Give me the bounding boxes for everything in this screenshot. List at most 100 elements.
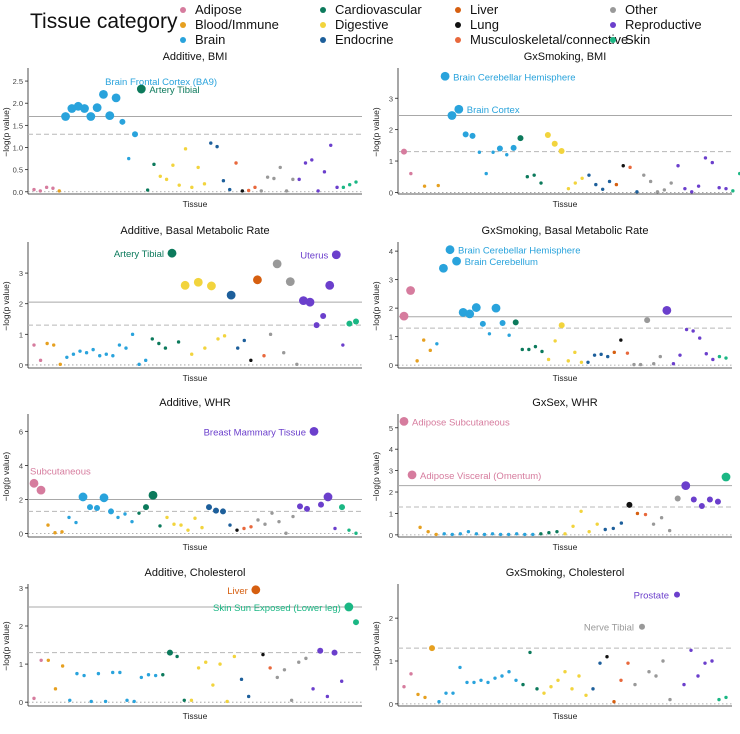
- point-label: Brain Cerebellar Hemisphere: [458, 246, 581, 257]
- legend-label: Brain: [195, 32, 226, 47]
- data-point: [691, 329, 695, 333]
- data-point: [698, 502, 705, 509]
- data-point: [209, 141, 213, 145]
- data-point: [45, 341, 49, 346]
- data-point: [652, 362, 656, 366]
- y-tick-label: 2: [19, 300, 23, 309]
- panel-gxsmoking-bmi: GxSmoking, BMI 0 1 2 3 Brain Cerebellar Hemis…: [371, 51, 740, 209]
- legend-swatch: [180, 21, 186, 28]
- panel-additive-bmr: Additive, Basal Metabolic Rate 0 1 2 3 Artery…: [1, 225, 362, 383]
- data-point: [228, 187, 232, 192]
- data-point: [539, 532, 543, 536]
- legend-title: Tissue category: [30, 10, 178, 33]
- data-point: [353, 619, 359, 626]
- data-point: [465, 309, 475, 319]
- y-tick-label: 2: [389, 614, 393, 623]
- data-point: [172, 522, 176, 526]
- y-tick-label: 1.5: [13, 121, 23, 130]
- data-point: [234, 161, 238, 165]
- data-point: [32, 343, 36, 347]
- y-axis-label: −log(p value): [1, 281, 11, 331]
- data-point: [171, 163, 175, 167]
- data-point: [262, 354, 266, 358]
- point-label: Prostate: [634, 591, 669, 602]
- point-label: Artery Tibial: [114, 249, 164, 260]
- legend-label: Other: [625, 2, 658, 17]
- data-point: [108, 508, 114, 515]
- data-point: [555, 529, 559, 534]
- x-axis-label: Tissue: [183, 373, 208, 383]
- data-point: [164, 177, 169, 182]
- data-point: [549, 685, 553, 689]
- data-point: [268, 332, 273, 337]
- data-point: [146, 673, 151, 677]
- y-tick-label: 1: [19, 330, 23, 339]
- data-point: [310, 158, 314, 162]
- data-point: [57, 189, 61, 193]
- data-point: [176, 340, 181, 344]
- data-point: [331, 649, 338, 656]
- y-tick-label: 2: [389, 488, 393, 497]
- data-point: [491, 303, 501, 313]
- data-point: [647, 670, 651, 674]
- data-point: [186, 528, 190, 532]
- data-point: [179, 523, 183, 527]
- legend-swatch: [455, 6, 461, 13]
- data-point: [626, 661, 630, 665]
- data-point: [717, 697, 721, 702]
- data-point: [490, 532, 495, 536]
- data-point: [678, 353, 682, 357]
- data-point: [667, 528, 672, 533]
- data-point: [78, 492, 88, 502]
- data-point: [625, 351, 630, 355]
- point-label: Brain Cortex: [467, 105, 520, 116]
- point-label: Liver: [227, 586, 248, 597]
- point-label: Subcutaneous: [30, 466, 91, 477]
- data-point: [137, 362, 141, 367]
- data-point: [36, 485, 46, 495]
- legend-item: Musculoskeletal/connective: [455, 32, 628, 47]
- data-point: [150, 337, 154, 341]
- data-point: [123, 512, 127, 516]
- data-point: [450, 532, 454, 537]
- data-point: [347, 528, 351, 532]
- data-point: [99, 493, 109, 503]
- data-point: [462, 131, 469, 138]
- data-point: [696, 674, 700, 678]
- data-point: [600, 187, 605, 191]
- data-point: [354, 180, 358, 184]
- data-point: [253, 185, 257, 190]
- data-point: [339, 679, 344, 683]
- data-point: [183, 147, 188, 151]
- legend-label: Reproductive: [625, 17, 702, 32]
- y-tick-label: 0: [389, 531, 393, 540]
- data-point: [539, 181, 543, 185]
- data-point: [498, 532, 503, 537]
- data-point: [409, 672, 413, 676]
- data-point: [626, 501, 633, 508]
- data-point: [521, 682, 525, 687]
- data-point: [674, 591, 680, 598]
- data-point: [203, 346, 207, 350]
- data-point: [440, 71, 450, 81]
- data-point: [39, 658, 43, 662]
- data-point: [651, 522, 656, 526]
- y-tick-label: 2: [19, 622, 23, 631]
- data-point: [517, 135, 524, 142]
- data-point: [189, 698, 194, 702]
- y-tick-label: 3: [389, 94, 393, 103]
- panel-title: GxSmoking, Cholesterol: [506, 567, 625, 579]
- data-point: [409, 171, 413, 176]
- data-point: [104, 352, 108, 356]
- data-point: [285, 277, 295, 287]
- data-point: [689, 648, 693, 652]
- data-point: [309, 426, 319, 436]
- data-point: [74, 520, 78, 525]
- data-point: [606, 354, 610, 359]
- data-point: [592, 353, 597, 357]
- y-tick-label: 0: [19, 530, 23, 539]
- data-point: [58, 362, 62, 367]
- data-point: [246, 188, 251, 193]
- data-point: [661, 659, 665, 663]
- data-point: [558, 147, 565, 154]
